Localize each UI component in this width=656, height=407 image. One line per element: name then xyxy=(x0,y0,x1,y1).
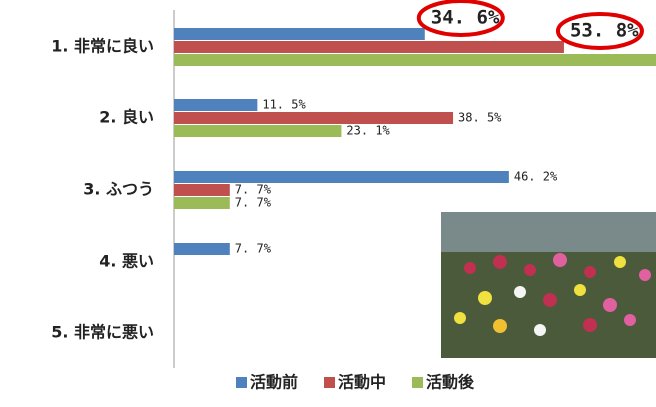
value-label: 53. 8% xyxy=(570,20,639,42)
value-label: 34. 6% xyxy=(431,7,500,29)
bar xyxy=(174,99,257,111)
bar xyxy=(174,243,230,255)
value-label: 7. 7% xyxy=(235,242,272,256)
photo xyxy=(441,212,656,358)
category-label: 1. 非常に良い xyxy=(51,37,154,56)
bar xyxy=(174,125,341,137)
value-label: 46. 2% xyxy=(514,170,558,184)
bar xyxy=(174,28,425,40)
bar xyxy=(174,112,453,124)
value-label: 7. 7% xyxy=(235,196,272,210)
category-label: 2. 良い xyxy=(99,108,154,127)
value-label: 38. 5% xyxy=(458,111,502,125)
bar xyxy=(174,41,564,53)
chart: 1. 非常に良い 2. 良い 3. ふつう 4. 悪い 5. 非常に悪い 34. 6% 11… xyxy=(0,0,656,407)
legend: 活動前 活動中 活動後 xyxy=(236,373,475,392)
legend-label: 活動後 xyxy=(426,373,475,392)
category-label: 3. ふつう xyxy=(83,180,154,199)
legend-swatch xyxy=(236,377,247,388)
legend-swatch xyxy=(412,377,423,388)
bar xyxy=(174,197,230,209)
legend-swatch xyxy=(324,377,335,388)
legend-label: 活動前 xyxy=(250,373,298,392)
legend-label: 活動中 xyxy=(338,373,386,392)
value-label: 23. 1% xyxy=(346,124,390,138)
bar xyxy=(174,184,230,196)
category-label: 4. 悪い xyxy=(99,252,154,271)
photo-sky xyxy=(441,212,656,252)
value-label: 7. 7% xyxy=(235,183,272,197)
category-label: 5. 非常に悪い xyxy=(51,323,154,342)
bar xyxy=(174,171,509,183)
bar xyxy=(174,54,656,66)
value-label: 11. 5% xyxy=(262,98,306,112)
